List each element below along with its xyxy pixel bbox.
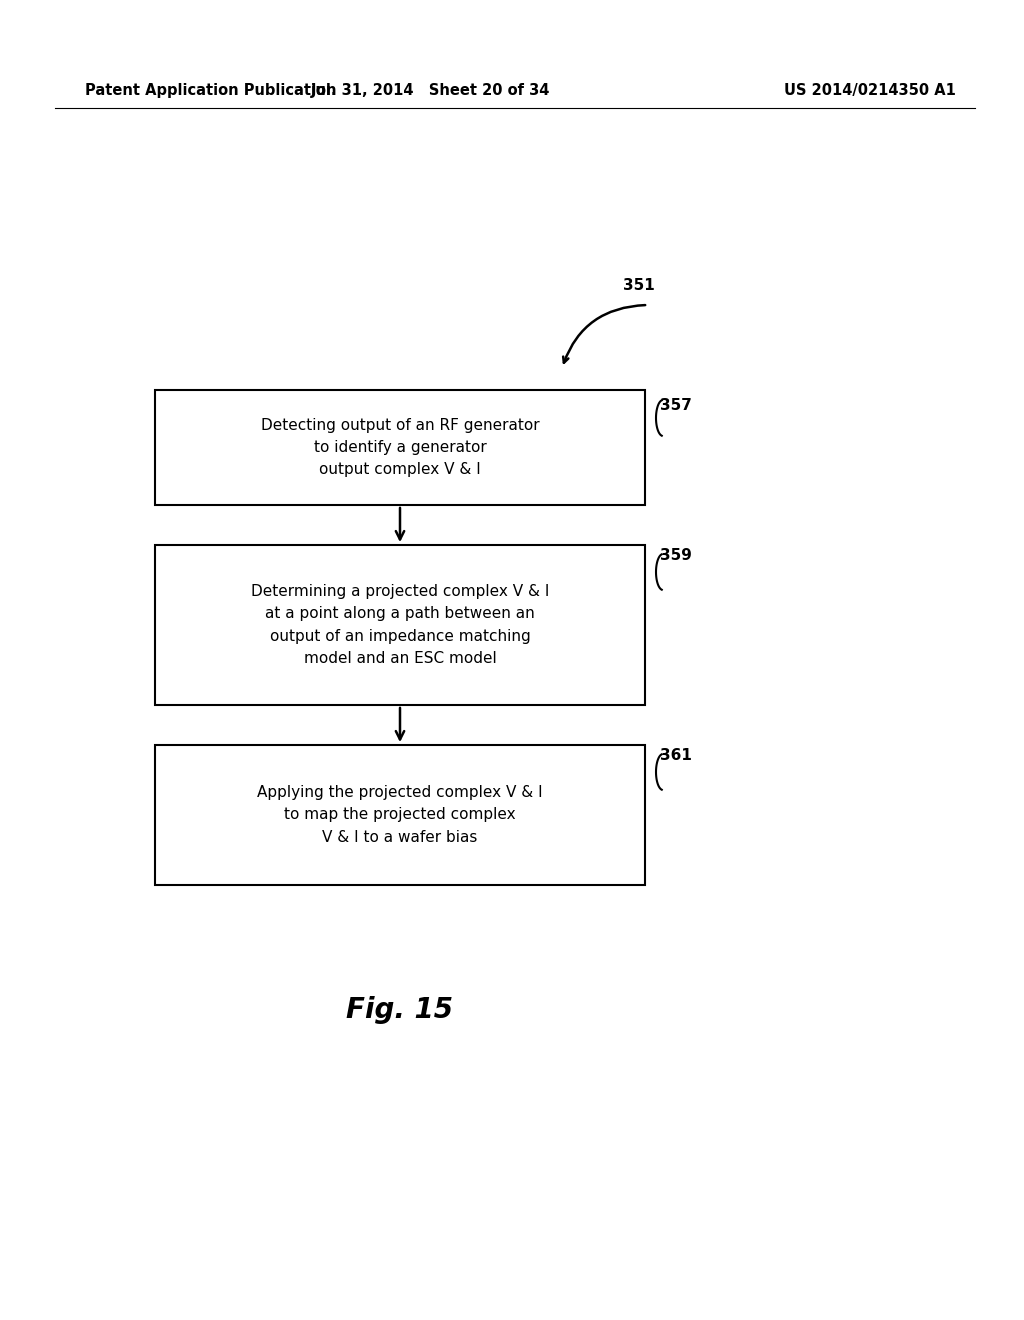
Text: US 2014/0214350 A1: US 2014/0214350 A1 [784, 82, 956, 98]
Text: Applying the projected complex V & I
to map the projected complex
V & I to a waf: Applying the projected complex V & I to … [257, 785, 543, 845]
Bar [155, 389, 645, 506]
Text: 361: 361 [660, 747, 692, 763]
Text: 351: 351 [623, 277, 654, 293]
Text: Patent Application Publication: Patent Application Publication [85, 82, 337, 98]
Text: 359: 359 [660, 548, 692, 562]
Text: 357: 357 [660, 397, 692, 412]
Bar [155, 545, 645, 705]
Text: Detecting output of an RF generator
to identify a generator
output complex V & I: Detecting output of an RF generator to i… [261, 418, 540, 478]
Bar [155, 744, 645, 884]
Text: Fig. 15: Fig. 15 [346, 997, 454, 1024]
Text: Jul. 31, 2014   Sheet 20 of 34: Jul. 31, 2014 Sheet 20 of 34 [310, 82, 550, 98]
Text: Determining a projected complex V & I
at a point along a path between an
output : Determining a projected complex V & I at… [251, 585, 549, 665]
